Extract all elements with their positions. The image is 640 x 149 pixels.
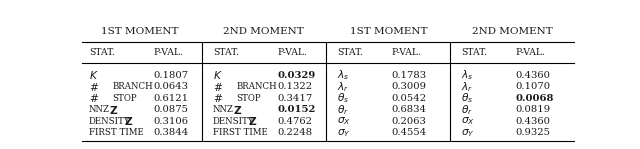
Text: P-VAL.: P-VAL. <box>154 48 184 57</box>
Text: STOP: STOP <box>113 94 138 103</box>
Text: $\#$: $\#$ <box>89 92 99 104</box>
Text: 0.9325: 0.9325 <box>515 128 550 137</box>
Text: P-VAL.: P-VAL. <box>392 48 422 57</box>
Text: $\lambda_{s}$: $\lambda_{s}$ <box>337 68 349 82</box>
Text: 0.0643: 0.0643 <box>154 82 188 91</box>
Text: 0.0875: 0.0875 <box>154 105 188 114</box>
Text: $\mathbf{Z}$: $\mathbf{Z}$ <box>233 104 242 116</box>
Text: $\#$: $\#$ <box>213 81 223 93</box>
Text: 0.1070: 0.1070 <box>515 82 550 91</box>
Text: 2ND MOMENT: 2ND MOMENT <box>472 27 553 36</box>
Text: 0.1783: 0.1783 <box>392 71 427 80</box>
Text: $\sigma_{X}$: $\sigma_{X}$ <box>337 115 351 127</box>
Text: 0.6121: 0.6121 <box>154 94 189 103</box>
Text: 0.4762: 0.4762 <box>277 117 312 126</box>
Text: $\mathbf{Z}$: $\mathbf{Z}$ <box>248 115 257 127</box>
Text: P-VAL.: P-VAL. <box>515 48 545 57</box>
Text: NNZ: NNZ <box>213 105 234 114</box>
Text: 0.2063: 0.2063 <box>392 117 426 126</box>
Text: 0.0329: 0.0329 <box>277 71 316 80</box>
Text: 0.3106: 0.3106 <box>154 117 188 126</box>
Text: $\mathbf{Z}$: $\mathbf{Z}$ <box>109 104 118 116</box>
Text: 0.1322: 0.1322 <box>277 82 312 91</box>
Text: STAT.: STAT. <box>461 48 487 57</box>
Text: $\#$: $\#$ <box>89 81 99 93</box>
Text: 0.3417: 0.3417 <box>277 94 313 103</box>
Text: $\sigma_{Y}$: $\sigma_{Y}$ <box>461 127 475 139</box>
Text: 0.2248: 0.2248 <box>277 128 312 137</box>
Text: 0.1807: 0.1807 <box>154 71 189 80</box>
Text: $\lambda_{r}$: $\lambda_{r}$ <box>337 80 349 94</box>
Text: NNZ: NNZ <box>89 105 110 114</box>
Text: $\theta_{s}$: $\theta_{s}$ <box>461 91 473 105</box>
Text: $\#$: $\#$ <box>213 92 223 104</box>
Text: $\theta_{r}$: $\theta_{r}$ <box>337 103 349 117</box>
Text: FIRST TIME: FIRST TIME <box>89 128 143 137</box>
Text: 0.6834: 0.6834 <box>392 105 426 114</box>
Text: 1ST MOMENT: 1ST MOMENT <box>350 27 428 36</box>
Text: STOP: STOP <box>237 94 261 103</box>
Text: $\theta_{r}$: $\theta_{r}$ <box>461 103 473 117</box>
Text: $\mathbf{Z}$: $\mathbf{Z}$ <box>124 115 133 127</box>
Text: $\sigma_{X}$: $\sigma_{X}$ <box>461 115 475 127</box>
Text: 2ND MOMENT: 2ND MOMENT <box>223 27 304 36</box>
Text: STAT.: STAT. <box>337 48 363 57</box>
Text: 0.0819: 0.0819 <box>515 105 550 114</box>
Text: STAT.: STAT. <box>89 48 115 57</box>
Text: $K$: $K$ <box>213 69 223 81</box>
Text: $\sigma_{Y}$: $\sigma_{Y}$ <box>337 127 351 139</box>
Text: 0.0068: 0.0068 <box>515 94 554 103</box>
Text: BRANCH: BRANCH <box>237 82 277 91</box>
Text: 0.4360: 0.4360 <box>515 71 550 80</box>
Text: $\lambda_{r}$: $\lambda_{r}$ <box>461 80 473 94</box>
Text: P-VAL.: P-VAL. <box>277 48 307 57</box>
Text: 0.0542: 0.0542 <box>392 94 427 103</box>
Text: 1ST MOMENT: 1ST MOMENT <box>100 27 179 36</box>
Text: $K$: $K$ <box>89 69 99 81</box>
Text: DENSITY: DENSITY <box>213 117 255 126</box>
Text: FIRST TIME: FIRST TIME <box>213 128 268 137</box>
Text: 0.4554: 0.4554 <box>392 128 427 137</box>
Text: 0.4360: 0.4360 <box>515 117 550 126</box>
Text: 0.3009: 0.3009 <box>392 82 426 91</box>
Text: $\lambda_{s}$: $\lambda_{s}$ <box>461 68 474 82</box>
Text: 0.0152: 0.0152 <box>277 105 316 114</box>
Text: $\theta_{s}$: $\theta_{s}$ <box>337 91 349 105</box>
Text: STAT.: STAT. <box>213 48 239 57</box>
Text: BRANCH: BRANCH <box>113 82 154 91</box>
Text: DENSITY: DENSITY <box>89 117 131 126</box>
Text: 0.3844: 0.3844 <box>154 128 189 137</box>
